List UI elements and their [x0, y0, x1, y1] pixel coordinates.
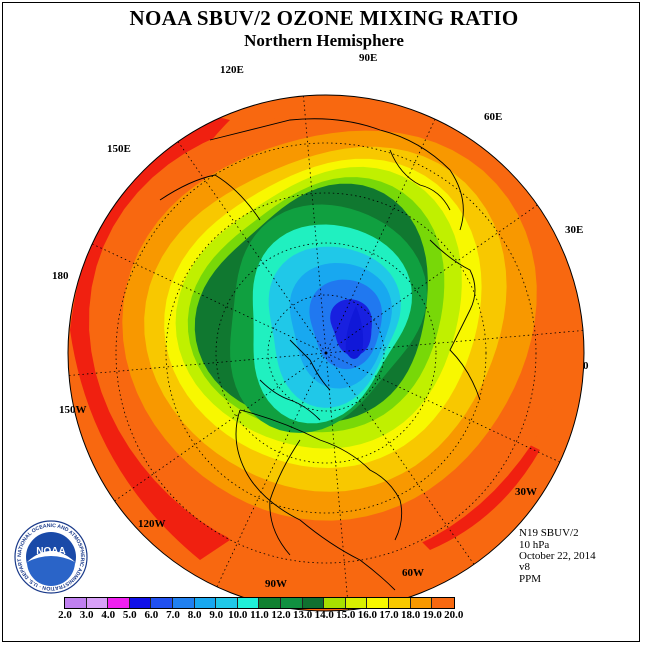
coastline-segment [209, 118, 464, 231]
colorbar-tick-label: 13.0 [292, 609, 313, 621]
colorbar-tick-label: 16.0 [357, 609, 378, 621]
page-title: NOAA SBUV/2 OZONE MIXING RATIO [129, 6, 519, 30]
date-label: October 22, 2014 [519, 550, 596, 562]
colorbar-tick-label: 12.0 [271, 609, 291, 621]
colorbar-swatch [345, 598, 368, 608]
colorbar-tick-label: 2.0 [58, 609, 72, 621]
colorbar-tick-label: 14.0 [314, 609, 334, 621]
meridian-line [302, 95, 327, 354]
colorbar-swatch [280, 598, 303, 608]
colorbar-swatch [410, 598, 433, 608]
latitude-circle [165, 192, 487, 514]
meridian-line [90, 242, 327, 354]
colorbar [64, 597, 455, 609]
coastlines [159, 118, 481, 591]
colorbar-swatch [237, 598, 260, 608]
lon-label-90w: 90W [265, 578, 287, 590]
logo-text: NOAA [36, 546, 65, 557]
colorbar-swatch [151, 598, 173, 608]
contour-minimum [345, 306, 364, 359]
colorbar-tick-label: 18.0 [400, 609, 421, 621]
colorbar-tick-label: 4.0 [101, 609, 116, 621]
colorbar-tick-label: 8.0 [187, 609, 202, 621]
colorbar-tick-label: 7.0 [166, 609, 180, 621]
lon-label-60e: 60E [484, 111, 503, 123]
colorbar-swatch [302, 598, 325, 608]
colorbar-swatch [259, 598, 281, 608]
lon-label-0: 0 [583, 360, 589, 372]
colorbar-swatch [324, 598, 346, 608]
colorbar-tick-label: 5.0 [122, 609, 137, 621]
instrument-label: N19 SBUV/2 [519, 527, 579, 539]
lon-label-30w: 30W [515, 486, 537, 498]
colorbar-swatch [108, 598, 130, 608]
meridian-line [325, 352, 562, 464]
noaa-logo: NATIONAL OCEANIC AND ATMOSPHERIC ADMINIS… [14, 520, 88, 594]
colorbar-swatch [86, 598, 109, 608]
lon-label-60w: 60W [402, 567, 424, 579]
colorbar-swatch [216, 598, 238, 608]
ozone-contour-fills [70, 100, 578, 564]
lon-label-30e: 30E [565, 224, 584, 236]
meridian-line [325, 117, 437, 354]
colorbar-swatch [194, 598, 217, 608]
coastline-segment [269, 439, 301, 556]
units-label: PPM [519, 573, 542, 585]
colorbar-tick-label: 9.0 [209, 609, 224, 621]
meridian-line [215, 352, 327, 589]
figure-frame [2, 2, 640, 642]
coastline-segment [239, 409, 403, 541]
meridian-line [68, 352, 327, 377]
colorbar-tick-label: 15.0 [336, 609, 356, 621]
colorbar-tick-label: 3.0 [79, 609, 94, 621]
pressure-label: 10 hPa [519, 539, 550, 551]
lon-label-150w: 150W [59, 404, 87, 416]
lon-label-120w: 120W [138, 518, 166, 530]
meridian-line [112, 352, 327, 503]
coastline-segment [235, 409, 396, 591]
colorbar-swatch [432, 598, 454, 608]
coastline-segment [289, 339, 331, 391]
colorbar-swatch [65, 598, 87, 608]
meridian-line [325, 352, 350, 611]
colorbar-swatch [388, 598, 411, 608]
colorbar-tick-label: 11.0 [250, 609, 269, 621]
meridian-line [176, 139, 327, 354]
colorbar-swatch [172, 598, 195, 608]
meridian-line [325, 329, 584, 354]
lon-label-90e: 90E [359, 52, 378, 64]
graticule [68, 95, 584, 611]
coastline-segment [389, 149, 451, 211]
colorbar-tick-label: 6.0 [144, 609, 159, 621]
lon-label-180: 180 [52, 270, 69, 282]
latitude-circle [267, 294, 385, 412]
globe-outline [67, 94, 585, 612]
coastline-segment [159, 174, 261, 221]
colorbar-swatch [129, 598, 152, 608]
meridian-line [325, 203, 540, 354]
coastline-segment [259, 379, 321, 421]
colorbar-tick-label: 17.0 [379, 609, 399, 621]
coastline-segment [429, 239, 481, 401]
colorbar-tick-label: 20.0 [444, 609, 464, 621]
colorbar-swatch [367, 598, 389, 608]
meridian-line [325, 352, 476, 567]
colorbar-tick-label: 19.0 [422, 609, 442, 621]
latitude-circle [215, 242, 437, 464]
page-subtitle: Northern Hemisphere [244, 31, 404, 50]
colorbar-tick-label: 10.0 [228, 609, 248, 621]
lon-label-120e: 120E [220, 64, 244, 76]
version-label: v8 [519, 561, 530, 573]
latitude-circle [115, 142, 537, 564]
lon-label-150e: 150E [107, 143, 131, 155]
